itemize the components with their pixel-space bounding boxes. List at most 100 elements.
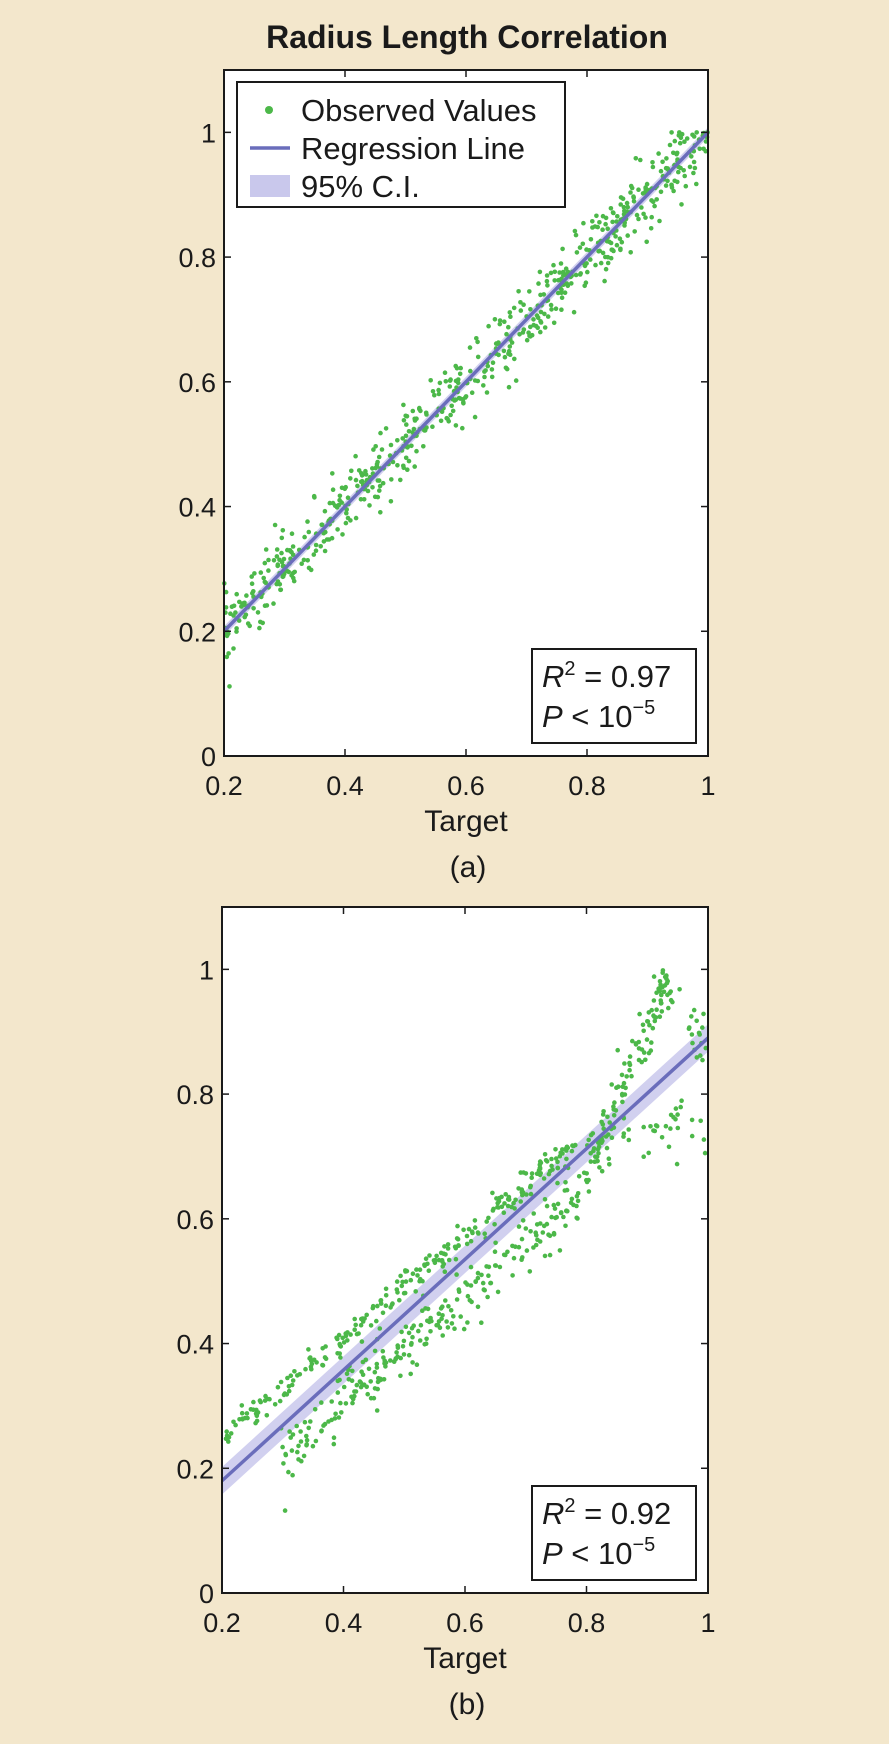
data-point [528, 1184, 533, 1190]
data-point [370, 485, 375, 490]
data-point [224, 633, 230, 639]
data-point [476, 1231, 481, 1236]
data-point [251, 606, 256, 611]
data-point [549, 1214, 554, 1220]
data-point [353, 515, 359, 521]
data-point [427, 1253, 432, 1258]
data-point [474, 336, 479, 341]
data-point [354, 1382, 360, 1388]
data-point [658, 168, 664, 174]
data-point [531, 317, 536, 322]
data-point [449, 403, 455, 409]
data-point [504, 366, 510, 372]
data-point [482, 374, 487, 380]
data-point [418, 1322, 424, 1328]
data-point [464, 1233, 470, 1239]
data-point [260, 620, 266, 626]
data-point [682, 139, 687, 144]
data-point [675, 179, 680, 185]
data-point [520, 1218, 526, 1223]
data-point [279, 550, 284, 556]
data-point [374, 1408, 380, 1413]
data-point [542, 325, 548, 330]
data-point [234, 629, 239, 634]
data-point [372, 494, 378, 500]
data-point [425, 1306, 431, 1312]
data-point [335, 527, 340, 532]
data-point [603, 221, 608, 227]
data-point [322, 508, 328, 514]
data-point [577, 272, 583, 277]
data-point [343, 1401, 349, 1406]
data-point [677, 987, 682, 992]
data-point [626, 1137, 632, 1143]
data-point [403, 1279, 409, 1284]
data-point [262, 603, 268, 608]
data-point [512, 356, 517, 362]
data-point [641, 1154, 646, 1159]
data-point [380, 1348, 386, 1354]
data-point [482, 1231, 488, 1236]
data-point [274, 547, 280, 552]
data-point [528, 1229, 533, 1234]
data-point [239, 1410, 245, 1416]
data-point [311, 552, 317, 557]
y-tick-label: 0.2 [176, 1454, 214, 1484]
data-point [299, 561, 305, 566]
data-point [306, 1425, 312, 1431]
y-tick-label: 0 [199, 1579, 214, 1609]
p-symbol: P [542, 1536, 563, 1571]
data-point [538, 329, 543, 335]
data-point [290, 544, 296, 549]
data-point [506, 384, 512, 390]
data-point [417, 1278, 422, 1284]
y-tick-label: 0 [201, 742, 216, 772]
data-point [490, 1208, 496, 1213]
data-point [524, 337, 530, 343]
data-point [349, 468, 354, 474]
data-point [373, 444, 379, 449]
data-point [632, 229, 637, 234]
data-point [254, 1418, 260, 1424]
data-point [613, 234, 618, 239]
data-point [257, 1398, 263, 1403]
data-point [526, 330, 531, 336]
data-point [410, 1360, 415, 1365]
dot-marker-icon [265, 106, 273, 114]
data-point [646, 1050, 652, 1056]
data-point [343, 520, 349, 526]
data-point [236, 618, 242, 623]
data-point [560, 246, 565, 252]
data-point [581, 1170, 587, 1176]
data-point [406, 458, 412, 464]
data-point [544, 1159, 550, 1164]
data-point [456, 377, 461, 382]
data-point [266, 568, 271, 573]
r-squared-text: R2 = 0.97 [542, 658, 671, 694]
data-point [481, 1287, 487, 1292]
stats-box [531, 648, 697, 744]
data-point [371, 447, 376, 452]
data-point [239, 1403, 245, 1408]
data-point [558, 261, 564, 266]
data-point [569, 1148, 575, 1154]
x-tick-label: 0.6 [446, 1608, 484, 1638]
data-point [242, 600, 247, 606]
data-point [486, 1264, 492, 1270]
data-point [331, 1441, 337, 1447]
data-point [280, 528, 286, 533]
data-point [376, 454, 382, 460]
data-point [383, 1364, 388, 1369]
data-point [453, 1256, 459, 1262]
data-point [319, 1400, 324, 1405]
data-point [691, 170, 696, 176]
data-point [683, 183, 689, 189]
data-point [605, 254, 611, 260]
data-point [424, 1336, 429, 1342]
data-point [552, 269, 558, 275]
data-point [654, 1007, 659, 1012]
data-point [410, 408, 416, 414]
band-swatch-icon [250, 175, 290, 197]
data-point [581, 220, 586, 226]
